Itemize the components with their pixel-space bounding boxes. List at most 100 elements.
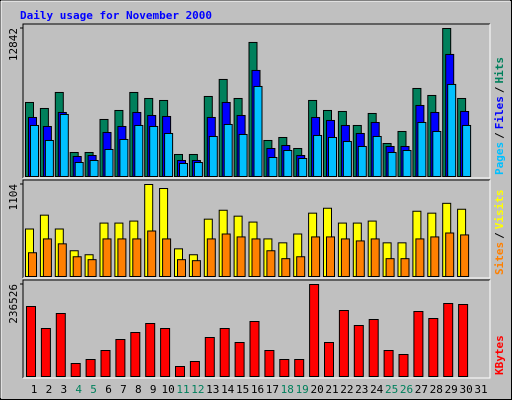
x-tick-label: 9 [150,383,157,396]
bar [413,310,424,377]
x-tick-label: 3 [60,383,67,396]
bar [115,338,126,377]
bar [102,238,112,278]
bar [74,161,84,178]
bar [147,230,157,277]
bar [219,327,230,377]
bar [40,327,51,377]
bar [104,148,114,178]
panel-shadow [22,279,490,378]
bar [145,322,156,377]
x-tick-label: 1 [31,383,38,396]
x-tick-label: 30 [459,383,472,396]
x-tick-label: 10 [161,383,174,396]
bar [191,260,201,277]
x-tick-label: 6 [105,383,112,396]
bar [119,138,129,177]
bar [134,124,144,178]
x-tick-label: 14 [221,383,235,396]
panel-shadow [22,23,490,178]
bar [368,318,379,378]
bar [430,236,440,278]
bar [253,85,263,177]
bar [298,157,308,177]
x-tick-label: 2 [46,383,53,396]
bar [162,238,172,278]
bar [311,236,321,278]
y-tick-label: 12842 [7,28,20,61]
x-tick-label: 5 [90,383,97,396]
bar [30,124,39,178]
bar [385,258,395,277]
bar [402,149,412,177]
legend: Sites / Visits [493,190,506,276]
bar [206,238,216,278]
bar [353,324,364,378]
bar [130,331,141,377]
bar [204,336,215,378]
bar [372,135,382,178]
bar [175,365,185,378]
bar [117,238,127,278]
x-tick-label: 28 [430,383,443,396]
bar [279,358,290,378]
y-tick-label: 1104 [7,184,20,211]
legend-entry: KBytes [493,335,506,375]
legend: KBytes [493,335,506,375]
legend-entry: Files [493,96,506,129]
bar [164,132,174,178]
legend-separator: / [493,86,506,93]
bar [355,240,365,278]
x-tick-label: 4 [75,383,82,396]
bar [417,121,427,177]
x-tick-label: 31 [474,383,487,396]
bar [28,252,37,277]
chart-title: Daily usage for November 2000 [20,9,212,22]
panel-light [23,24,491,179]
x-tick-label: 7 [120,383,127,396]
bar [460,234,470,278]
x-tick-label: 26 [400,383,413,396]
bar [387,151,397,177]
bar [458,303,469,377]
bar [357,145,367,177]
bar [432,130,442,178]
bar [326,236,335,278]
bar [266,250,276,277]
x-tick-label: 17 [266,383,279,396]
panel-shadow [22,179,490,278]
x-tick-label: 25 [385,383,398,396]
bar [70,362,81,377]
bar [415,238,425,278]
x-tick-label: 15 [236,383,249,396]
x-tick-label: 16 [251,383,264,396]
x-tick-label: 13 [206,383,219,396]
bar [85,358,96,378]
bar [342,140,352,177]
bar [398,353,409,378]
panel-light [23,180,491,279]
bar [89,159,99,178]
bar [309,284,320,377]
bar [443,302,454,377]
x-tick-label: 27 [415,383,428,396]
bar [208,135,218,178]
bar [160,327,171,377]
x-tick-label: 24 [370,383,384,396]
x-tick-label: 29 [445,383,458,396]
bar [249,320,260,377]
x-tick-label: 8 [135,383,142,396]
bar [100,349,111,377]
bar [57,243,67,277]
x-tick-label: 19 [296,383,309,396]
bar [447,83,457,177]
bar [59,113,69,177]
bar [268,156,278,177]
bar [428,317,439,378]
bar [193,161,203,178]
bar [44,139,54,178]
bar [313,134,323,177]
legend-entry: Hits [493,57,506,84]
